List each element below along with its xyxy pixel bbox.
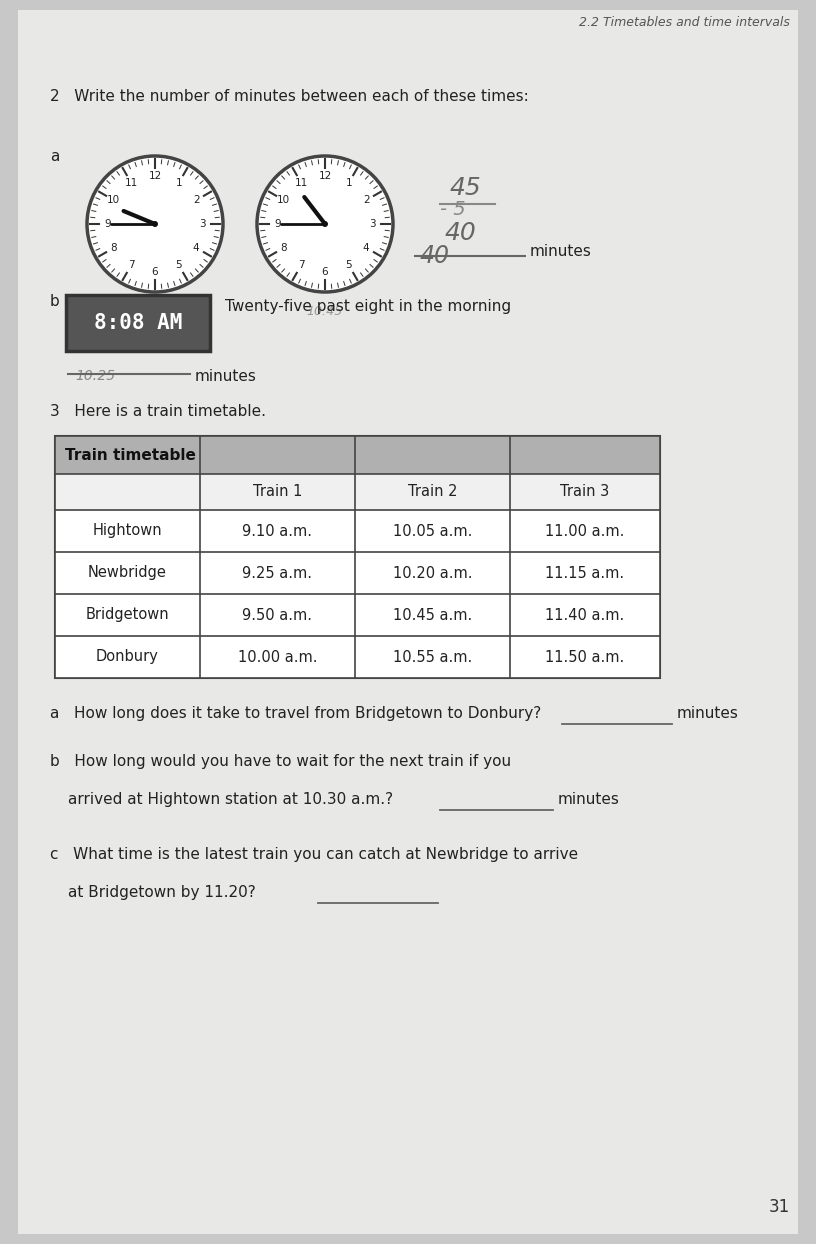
Text: b   How long would you have to wait for the next train if you: b How long would you have to wait for th… bbox=[50, 754, 511, 769]
Text: 9: 9 bbox=[104, 219, 111, 229]
FancyBboxPatch shape bbox=[55, 510, 660, 552]
Circle shape bbox=[257, 156, 393, 292]
Text: 10:45: 10:45 bbox=[307, 305, 343, 318]
Text: a   How long does it take to travel from Bridgetown to Donbury?: a How long does it take to travel from B… bbox=[50, 707, 541, 722]
Circle shape bbox=[152, 221, 158, 226]
Text: minutes: minutes bbox=[530, 244, 592, 259]
FancyBboxPatch shape bbox=[55, 636, 660, 678]
Text: at Bridgetown by 11.20?: at Bridgetown by 11.20? bbox=[68, 884, 255, 899]
Text: Twenty-five past eight in the morning: Twenty-five past eight in the morning bbox=[225, 299, 511, 313]
Text: 4: 4 bbox=[363, 243, 370, 253]
Text: 5: 5 bbox=[345, 260, 353, 270]
Text: 10: 10 bbox=[277, 195, 290, 205]
Text: 3: 3 bbox=[370, 219, 376, 229]
Text: 2: 2 bbox=[363, 195, 370, 205]
Text: 12: 12 bbox=[318, 172, 331, 182]
Text: 7: 7 bbox=[298, 260, 304, 270]
Text: 1: 1 bbox=[175, 178, 182, 188]
Text: 40: 40 bbox=[445, 221, 477, 245]
Circle shape bbox=[87, 156, 223, 292]
Text: 11.40 a.m.: 11.40 a.m. bbox=[545, 607, 624, 622]
Text: a: a bbox=[50, 149, 60, 164]
Text: Newbridge: Newbridge bbox=[88, 566, 167, 581]
Text: 6: 6 bbox=[152, 266, 158, 276]
FancyBboxPatch shape bbox=[18, 10, 798, 1234]
Text: 2: 2 bbox=[193, 195, 200, 205]
Text: 9.10 a.m.: 9.10 a.m. bbox=[242, 524, 313, 539]
Text: 8:08 AM: 8:08 AM bbox=[94, 313, 182, 333]
Text: 10: 10 bbox=[107, 195, 120, 205]
Text: 40: 40 bbox=[420, 244, 450, 267]
Text: 10:25: 10:25 bbox=[75, 369, 115, 383]
Text: 10.45 a.m.: 10.45 a.m. bbox=[392, 607, 472, 622]
Text: 5: 5 bbox=[175, 260, 182, 270]
Text: 10.20 a.m.: 10.20 a.m. bbox=[392, 566, 472, 581]
FancyBboxPatch shape bbox=[55, 435, 660, 474]
Text: 7: 7 bbox=[128, 260, 135, 270]
Text: 11.15 a.m.: 11.15 a.m. bbox=[545, 566, 624, 581]
Text: 4: 4 bbox=[193, 243, 200, 253]
Text: 10.05 a.m.: 10.05 a.m. bbox=[392, 524, 472, 539]
Text: 11.00 a.m.: 11.00 a.m. bbox=[545, 524, 625, 539]
Text: Train timetable: Train timetable bbox=[65, 448, 196, 463]
Text: Train 1: Train 1 bbox=[253, 484, 302, 500]
Text: 11.50 a.m.: 11.50 a.m. bbox=[545, 649, 624, 664]
FancyBboxPatch shape bbox=[55, 474, 660, 510]
Circle shape bbox=[322, 221, 328, 226]
Text: 10.55 a.m.: 10.55 a.m. bbox=[392, 649, 472, 664]
Text: Train 2: Train 2 bbox=[408, 484, 457, 500]
Text: minutes: minutes bbox=[677, 707, 738, 722]
Text: 9: 9 bbox=[274, 219, 281, 229]
Text: 09:45: 09:45 bbox=[137, 305, 173, 318]
Text: 9.25 a.m.: 9.25 a.m. bbox=[242, 566, 313, 581]
Text: 8: 8 bbox=[110, 243, 117, 253]
Text: 12: 12 bbox=[149, 172, 162, 182]
Text: arrived at Hightown station at 10.30 a.m.?: arrived at Hightown station at 10.30 a.m… bbox=[68, 792, 393, 807]
Text: b: b bbox=[50, 294, 60, 309]
Text: 3   Here is a train timetable.: 3 Here is a train timetable. bbox=[50, 404, 266, 419]
Text: minutes: minutes bbox=[195, 369, 257, 384]
Text: minutes: minutes bbox=[558, 792, 620, 807]
Text: 10.00 a.m.: 10.00 a.m. bbox=[237, 649, 317, 664]
Text: c   What time is the latest train you can catch at Newbridge to arrive: c What time is the latest train you can … bbox=[50, 847, 578, 862]
FancyBboxPatch shape bbox=[55, 552, 660, 593]
FancyBboxPatch shape bbox=[66, 295, 210, 351]
Text: 31: 31 bbox=[769, 1198, 790, 1215]
Text: 11: 11 bbox=[295, 178, 308, 188]
FancyBboxPatch shape bbox=[55, 435, 660, 678]
Text: 8: 8 bbox=[281, 243, 287, 253]
Text: Bridgetown: Bridgetown bbox=[86, 607, 169, 622]
Text: Donbury: Donbury bbox=[96, 649, 159, 664]
Text: 45: 45 bbox=[450, 175, 481, 200]
Text: 11: 11 bbox=[125, 178, 138, 188]
FancyBboxPatch shape bbox=[55, 593, 660, 636]
Text: 9.50 a.m.: 9.50 a.m. bbox=[242, 607, 313, 622]
Text: 3: 3 bbox=[199, 219, 206, 229]
Text: - 5: - 5 bbox=[440, 200, 466, 219]
Text: Train 3: Train 3 bbox=[561, 484, 610, 500]
Text: 6: 6 bbox=[322, 266, 328, 276]
Text: Hightown: Hightown bbox=[93, 524, 162, 539]
Text: 1: 1 bbox=[345, 178, 353, 188]
Text: 2   Write the number of minutes between each of these times:: 2 Write the number of minutes between ea… bbox=[50, 90, 529, 104]
Text: 2.2 Timetables and time intervals: 2.2 Timetables and time intervals bbox=[579, 16, 790, 29]
